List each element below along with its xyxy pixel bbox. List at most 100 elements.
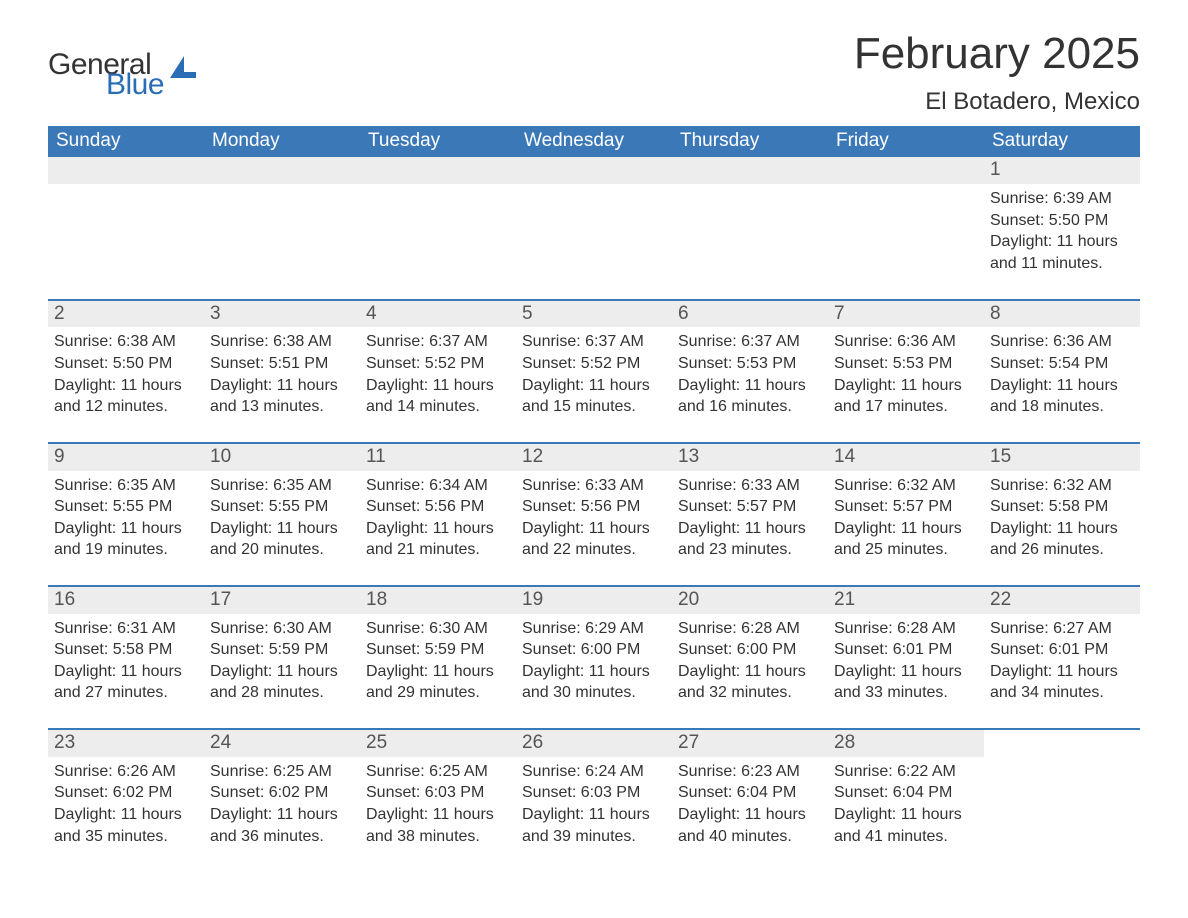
day-number (204, 157, 360, 184)
calendar-day-cell: 12Sunrise: 6:33 AMSunset: 5:56 PMDayligh… (516, 444, 672, 561)
calendar-week: 23Sunrise: 6:26 AMSunset: 6:02 PMDayligh… (48, 728, 1140, 847)
daylight-text: Daylight: 11 hours and 20 minutes. (210, 518, 354, 561)
title-block: February 2025 El Botadero, Mexico (854, 30, 1140, 116)
calendar-day-cell: 21Sunrise: 6:28 AMSunset: 6:01 PMDayligh… (828, 587, 984, 704)
daylight-text: Daylight: 11 hours and 12 minutes. (54, 375, 198, 418)
header: General Blue February 2025 El Botadero, … (48, 30, 1140, 116)
day-body (48, 184, 204, 188)
day-number: 9 (48, 444, 204, 471)
sunset-text: Sunset: 6:00 PM (678, 639, 822, 661)
calendar-day-cell: 26Sunrise: 6:24 AMSunset: 6:03 PMDayligh… (516, 730, 672, 847)
sunset-text: Sunset: 6:02 PM (210, 782, 354, 804)
calendar-day-cell: 1Sunrise: 6:39 AMSunset: 5:50 PMDaylight… (984, 157, 1140, 274)
dow-sunday: Sunday (48, 126, 204, 157)
day-body (204, 184, 360, 188)
day-body: Sunrise: 6:22 AMSunset: 6:04 PMDaylight:… (828, 757, 984, 847)
day-number: 25 (360, 730, 516, 757)
sunrise-text: Sunrise: 6:23 AM (678, 761, 822, 783)
day-body: Sunrise: 6:39 AMSunset: 5:50 PMDaylight:… (984, 184, 1140, 274)
sunset-text: Sunset: 6:03 PM (522, 782, 666, 804)
day-body: Sunrise: 6:33 AMSunset: 5:56 PMDaylight:… (516, 471, 672, 561)
daylight-text: Daylight: 11 hours and 21 minutes. (366, 518, 510, 561)
day-body: Sunrise: 6:32 AMSunset: 5:58 PMDaylight:… (984, 471, 1140, 561)
sunset-text: Sunset: 6:00 PM (522, 639, 666, 661)
day-body: Sunrise: 6:32 AMSunset: 5:57 PMDaylight:… (828, 471, 984, 561)
sunset-text: Sunset: 5:57 PM (678, 496, 822, 518)
sunrise-text: Sunrise: 6:33 AM (678, 475, 822, 497)
day-body (672, 184, 828, 188)
sunrise-text: Sunrise: 6:38 AM (54, 331, 198, 353)
sunrise-text: Sunrise: 6:31 AM (54, 618, 198, 640)
calendar-day-cell: 28Sunrise: 6:22 AMSunset: 6:04 PMDayligh… (828, 730, 984, 847)
day-number: 5 (516, 301, 672, 328)
day-number: 27 (672, 730, 828, 757)
day-body (516, 184, 672, 188)
calendar-day-cell: 2Sunrise: 6:38 AMSunset: 5:50 PMDaylight… (48, 301, 204, 418)
daylight-text: Daylight: 11 hours and 23 minutes. (678, 518, 822, 561)
calendar-week: 1Sunrise: 6:39 AMSunset: 5:50 PMDaylight… (48, 157, 1140, 274)
brand-logo: General Blue (48, 50, 196, 100)
day-number: 21 (828, 587, 984, 614)
daylight-text: Daylight: 11 hours and 39 minutes. (522, 804, 666, 847)
day-number: 20 (672, 587, 828, 614)
calendar-page: General Blue February 2025 El Botadero, … (0, 0, 1188, 918)
daylight-text: Daylight: 11 hours and 22 minutes. (522, 518, 666, 561)
sunset-text: Sunset: 5:56 PM (522, 496, 666, 518)
day-body (828, 184, 984, 188)
calendar-day-cell: 27Sunrise: 6:23 AMSunset: 6:04 PMDayligh… (672, 730, 828, 847)
day-number: 22 (984, 587, 1140, 614)
location-title: El Botadero, Mexico (854, 88, 1140, 116)
calendar-grid: Sunday Monday Tuesday Wednesday Thursday… (48, 126, 1140, 847)
day-body (360, 184, 516, 188)
sunrise-text: Sunrise: 6:25 AM (366, 761, 510, 783)
day-body: Sunrise: 6:35 AMSunset: 5:55 PMDaylight:… (48, 471, 204, 561)
day-body: Sunrise: 6:29 AMSunset: 6:00 PMDaylight:… (516, 614, 672, 704)
day-of-week-header: Sunday Monday Tuesday Wednesday Thursday… (48, 126, 1140, 157)
calendar-day-cell: 25Sunrise: 6:25 AMSunset: 6:03 PMDayligh… (360, 730, 516, 847)
brand-sail-icon (170, 56, 196, 78)
sunrise-text: Sunrise: 6:37 AM (366, 331, 510, 353)
day-body: Sunrise: 6:36 AMSunset: 5:54 PMDaylight:… (984, 327, 1140, 417)
daylight-text: Daylight: 11 hours and 30 minutes. (522, 661, 666, 704)
day-body: Sunrise: 6:31 AMSunset: 5:58 PMDaylight:… (48, 614, 204, 704)
calendar-day-cell (360, 157, 516, 274)
month-title: February 2025 (854, 30, 1140, 78)
day-number: 10 (204, 444, 360, 471)
day-number: 11 (360, 444, 516, 471)
sunrise-text: Sunrise: 6:22 AM (834, 761, 978, 783)
calendar-day-cell: 23Sunrise: 6:26 AMSunset: 6:02 PMDayligh… (48, 730, 204, 847)
day-body: Sunrise: 6:37 AMSunset: 5:52 PMDaylight:… (516, 327, 672, 417)
calendar-day-cell: 22Sunrise: 6:27 AMSunset: 6:01 PMDayligh… (984, 587, 1140, 704)
day-body: Sunrise: 6:26 AMSunset: 6:02 PMDaylight:… (48, 757, 204, 847)
calendar-week: 2Sunrise: 6:38 AMSunset: 5:50 PMDaylight… (48, 299, 1140, 418)
calendar-day-cell: 20Sunrise: 6:28 AMSunset: 6:00 PMDayligh… (672, 587, 828, 704)
calendar-day-cell: 4Sunrise: 6:37 AMSunset: 5:52 PMDaylight… (360, 301, 516, 418)
day-number: 17 (204, 587, 360, 614)
sunset-text: Sunset: 5:57 PM (834, 496, 978, 518)
sunrise-text: Sunrise: 6:25 AM (210, 761, 354, 783)
day-number: 26 (516, 730, 672, 757)
daylight-text: Daylight: 11 hours and 11 minutes. (990, 231, 1134, 274)
day-number: 6 (672, 301, 828, 328)
day-number: 23 (48, 730, 204, 757)
day-body: Sunrise: 6:33 AMSunset: 5:57 PMDaylight:… (672, 471, 828, 561)
daylight-text: Daylight: 11 hours and 32 minutes. (678, 661, 822, 704)
day-number: 28 (828, 730, 984, 757)
sunset-text: Sunset: 5:52 PM (366, 353, 510, 375)
daylight-text: Daylight: 11 hours and 18 minutes. (990, 375, 1134, 418)
daylight-text: Daylight: 11 hours and 33 minutes. (834, 661, 978, 704)
calendar-day-cell (48, 157, 204, 274)
daylight-text: Daylight: 11 hours and 34 minutes. (990, 661, 1134, 704)
sunrise-text: Sunrise: 6:29 AM (522, 618, 666, 640)
sunrise-text: Sunrise: 6:26 AM (54, 761, 198, 783)
day-body: Sunrise: 6:28 AMSunset: 6:00 PMDaylight:… (672, 614, 828, 704)
sunrise-text: Sunrise: 6:30 AM (366, 618, 510, 640)
daylight-text: Daylight: 11 hours and 17 minutes. (834, 375, 978, 418)
day-body: Sunrise: 6:38 AMSunset: 5:51 PMDaylight:… (204, 327, 360, 417)
daylight-text: Daylight: 11 hours and 25 minutes. (834, 518, 978, 561)
calendar-day-cell: 5Sunrise: 6:37 AMSunset: 5:52 PMDaylight… (516, 301, 672, 418)
sunrise-text: Sunrise: 6:28 AM (678, 618, 822, 640)
day-number (516, 157, 672, 184)
daylight-text: Daylight: 11 hours and 28 minutes. (210, 661, 354, 704)
day-body: Sunrise: 6:25 AMSunset: 6:03 PMDaylight:… (360, 757, 516, 847)
